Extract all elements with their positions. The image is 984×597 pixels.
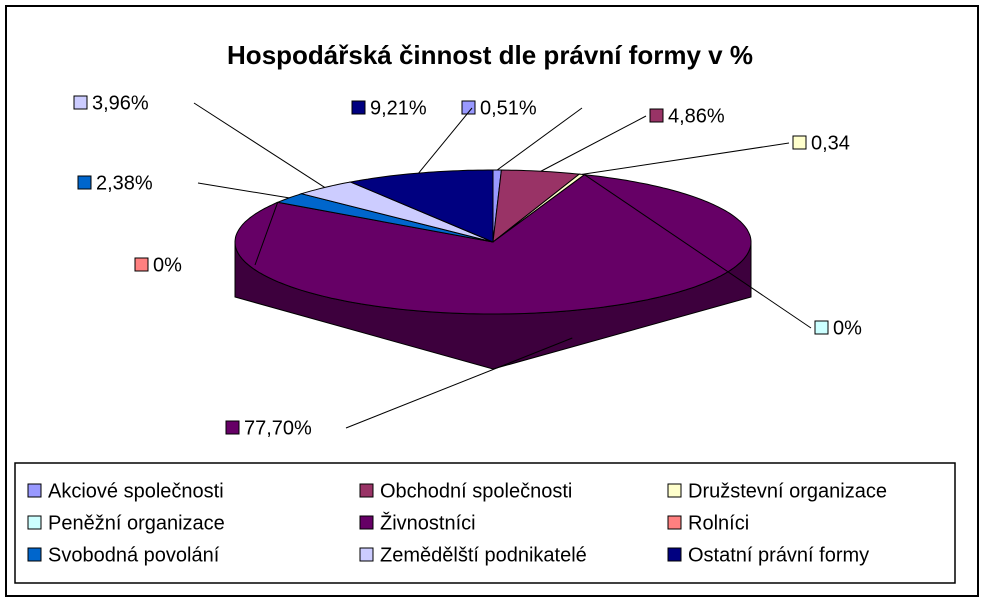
slice <box>492 169 581 244</box>
data-label: 0% <box>833 317 862 339</box>
slice <box>299 181 494 243</box>
leader-line <box>254 202 279 266</box>
legend-swatch <box>667 547 682 562</box>
legend-swatch <box>359 515 374 530</box>
legend-swatch <box>359 483 374 498</box>
label-swatch <box>77 175 92 190</box>
data-label: 2,38% <box>96 172 153 194</box>
legend-label: Rolníci <box>688 512 749 534</box>
legend-box <box>14 462 956 584</box>
legend-swatch <box>359 547 374 562</box>
legend-swatch <box>667 483 682 498</box>
slice <box>234 174 752 315</box>
data-label: 4,86% <box>668 105 725 127</box>
data-label: 9,21% <box>370 97 427 119</box>
leader-line <box>418 107 473 174</box>
legend-label: Akciové společnosti <box>48 480 224 502</box>
data-label: 77,70% <box>244 417 312 439</box>
legend-label: Svobodná povolání <box>48 544 220 566</box>
legend-swatch <box>27 515 42 530</box>
legend-label: Peněžní organizace <box>48 512 225 534</box>
label-swatch <box>649 108 664 123</box>
label-swatch <box>792 135 807 150</box>
label-swatch <box>73 95 88 110</box>
label-swatch <box>134 257 149 272</box>
chart-title: Hospodářská činnost dle právní formy v % <box>227 40 753 70</box>
label-swatch <box>351 100 366 115</box>
legend-label: Družstevní organizace <box>688 480 887 502</box>
leader-line <box>581 142 790 175</box>
data-label: 0% <box>153 254 182 276</box>
legend-label: Obchodní společnosti <box>380 480 572 502</box>
slice <box>348 169 494 243</box>
data-label: 0,34 <box>811 132 850 154</box>
legend-swatch <box>27 547 42 562</box>
data-label: 3,96% <box>92 92 149 114</box>
data-label: 0,51% <box>480 97 537 119</box>
legend-label: Zemědělští podnikatelé <box>380 544 587 566</box>
label-swatch <box>814 320 829 335</box>
leader-line <box>540 115 647 172</box>
legend-label: Živnostníci <box>380 511 476 534</box>
legend-swatch <box>667 515 682 530</box>
legend-swatch <box>27 483 42 498</box>
leader-line <box>496 107 583 171</box>
legend-label: Ostatní právní formy <box>688 544 869 566</box>
label-swatch <box>225 420 240 435</box>
leader-line <box>345 337 573 429</box>
leader-line <box>193 102 326 188</box>
label-swatch <box>461 100 476 115</box>
leader-line <box>197 182 290 199</box>
leader-line <box>584 174 812 329</box>
